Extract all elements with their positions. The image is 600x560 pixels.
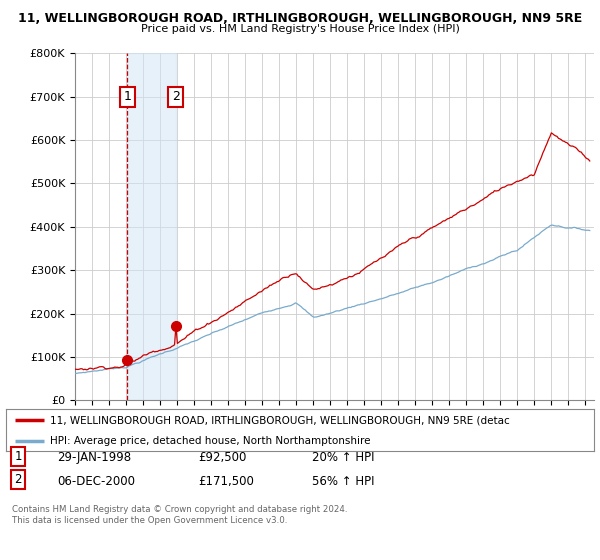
Text: 2: 2 [172, 90, 179, 103]
Text: £92,500: £92,500 [198, 451, 247, 464]
Text: HPI: Average price, detached house, North Northamptonshire: HPI: Average price, detached house, Nort… [50, 436, 371, 446]
Text: 20% ↑ HPI: 20% ↑ HPI [312, 451, 374, 464]
Text: 11, WELLINGBOROUGH ROAD, IRTHLINGBOROUGH, WELLINGBOROUGH, NN9 5RE: 11, WELLINGBOROUGH ROAD, IRTHLINGBOROUGH… [18, 12, 582, 25]
Text: 1: 1 [14, 450, 22, 463]
Text: £171,500: £171,500 [198, 474, 254, 488]
Text: Price paid vs. HM Land Registry's House Price Index (HPI): Price paid vs. HM Land Registry's House … [140, 24, 460, 34]
Bar [127, 53, 176, 400]
Text: 1: 1 [124, 90, 131, 103]
Text: Contains HM Land Registry data © Crown copyright and database right 2024.
This d: Contains HM Land Registry data © Crown c… [12, 505, 347, 525]
Text: 56% ↑ HPI: 56% ↑ HPI [312, 474, 374, 488]
Text: 11, WELLINGBOROUGH ROAD, IRTHLINGBOROUGH, WELLINGBOROUGH, NN9 5RE (detac: 11, WELLINGBOROUGH ROAD, IRTHLINGBOROUGH… [50, 415, 510, 425]
Text: 2: 2 [14, 473, 22, 487]
Text: 29-JAN-1998: 29-JAN-1998 [57, 451, 131, 464]
Text: 06-DEC-2000: 06-DEC-2000 [57, 474, 135, 488]
